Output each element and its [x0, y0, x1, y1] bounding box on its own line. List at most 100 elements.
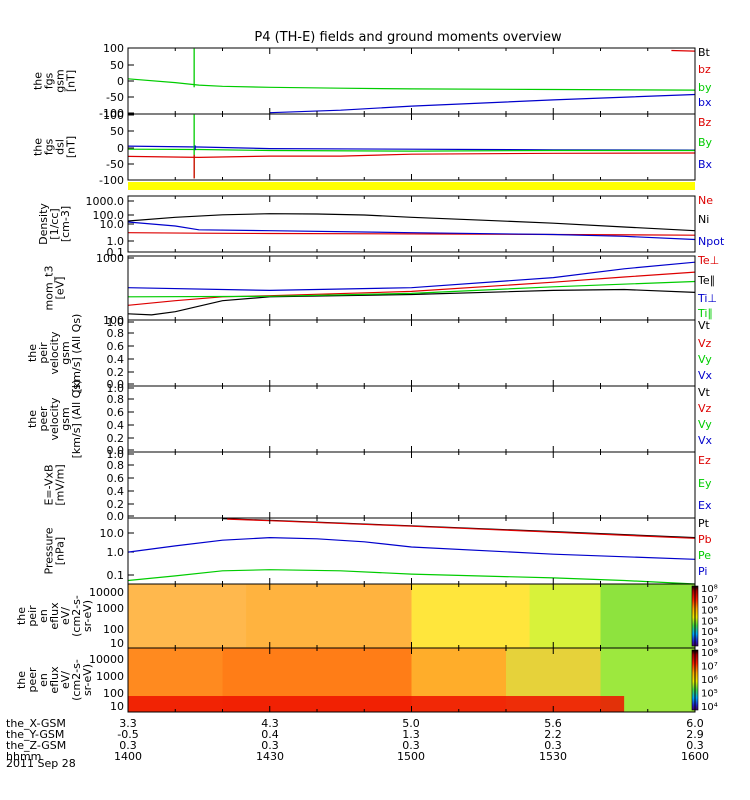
tick-label: 10000 [89, 653, 124, 666]
colorbar-label: 10⁶ [701, 606, 718, 617]
ylabel-line: eflux [48, 602, 61, 630]
series-Bx [128, 145, 695, 151]
legend-Vy: Vy [698, 418, 712, 431]
panel-4: mom_t3[eV] 1000 100 Te⊥ Te∥ Ti⊥ Ti∥ [43, 252, 720, 327]
colorbar-label: 10³ [701, 638, 718, 649]
tick-label: 0.8 [107, 459, 125, 472]
series-bx [269, 93, 695, 114]
ylabel-line: (cm2-s- [70, 595, 83, 637]
ylabel-line: [cm-3] [59, 206, 72, 242]
tick-label: 0.8 [107, 393, 125, 406]
tick-label: 10 [110, 700, 124, 713]
tick-label: 1000.0 [86, 195, 125, 208]
panel-2-ylabel: thefgsdsl[nT] [32, 136, 78, 158]
tick-label: 100 [103, 42, 124, 55]
ylabel-line: en [37, 609, 50, 623]
legend-Ne: Ne [698, 194, 713, 207]
legend-Vt: Vt [698, 386, 711, 399]
legend-Bz: Bz [698, 116, 712, 129]
panel-8: Pressure[nPa] 10.0 1.0 0.1 Pt Pb Pe Pi [43, 517, 712, 585]
tick-label: 0.6 [107, 406, 125, 419]
tick-label: 1.0 [107, 382, 125, 395]
panel-9: thepeirenefluxeV/(cm2-s-sr-eV)10000 1000 1… [15, 583, 718, 650]
panel-stack: thefgsgsm[nT]100500-50-100Btbzbybxthefgs… [15, 42, 725, 713]
panel-5: thepeirvelocitygsm[km/s] (All Qs) 1.00.80… [26, 314, 713, 393]
panel-8-plot [128, 518, 695, 584]
date-label: 2011 Sep 28 [6, 757, 76, 770]
legend-Ex: Ex [698, 499, 712, 512]
legend-Ez: Ez [698, 454, 711, 467]
colorbar-label: 10⁷ [701, 595, 718, 606]
panel-5-frame [127, 319, 696, 387]
ylabel-line: sr-eV) [81, 664, 94, 696]
ylabel-line: [nPa] [54, 537, 67, 565]
tick-label: 1.0 [107, 235, 125, 248]
ephemeris-value: 1500 [397, 750, 425, 763]
panel-7-ylabel: E=-VxB[mV/m] [43, 464, 67, 505]
legend-Vy: Vy [698, 353, 712, 366]
panel-9-ylabel: thepeirenefluxeV/(cm2-s-sr-eV) [15, 595, 94, 637]
ylabel-line: peer [37, 406, 50, 432]
ephemeris-value: 1430 [256, 750, 284, 763]
figure-title: P4 (TH-E) fields and ground moments over… [254, 30, 562, 45]
tick-label: 0.1 [107, 569, 125, 582]
tick-label: 0.2 [107, 366, 125, 379]
tick-label: 0 [117, 142, 124, 155]
ylabel-line: [1/cc] [48, 208, 61, 239]
legend-Npot: Npot [698, 235, 725, 248]
tick-label: 0.0 [107, 444, 125, 457]
tick-label: 100 [103, 687, 124, 700]
ephemeris-value: 0.3 [119, 739, 137, 752]
tick-label: 1000 [96, 252, 124, 265]
legend-By: By [698, 136, 713, 149]
tick-label: -50 [106, 91, 124, 104]
tick-label: 100.0 [93, 209, 125, 222]
panel-3-plot [128, 213, 695, 241]
panel-2-plot [128, 114, 695, 179]
panel-7: E=-VxB[mV/m] 1.00.80.60.40.20.0 Ez Ey Ex [43, 448, 712, 523]
legend-bx: bx [698, 96, 712, 109]
panel-6-ylabel: thepeervelocitygsm[km/s] (All Qs) [26, 380, 83, 459]
tick-label: 0.4 [107, 353, 125, 366]
legend-Ti⊥: Ti⊥ [697, 292, 717, 305]
ephemeris-value: 1600 [681, 750, 709, 763]
ylabel-line: velocity [48, 397, 61, 440]
legend-by: by [698, 81, 712, 94]
ephemeris-value: 5.0 [402, 717, 420, 730]
legend-Ni: Ni [698, 213, 709, 226]
tick-label: -100 [99, 174, 124, 187]
tick-label: 10000 [89, 586, 124, 599]
ylabel-line: the [32, 72, 45, 90]
ylabel-line: [eV] [54, 277, 67, 300]
ylabel-line: en [37, 673, 50, 687]
series-Npot [128, 221, 695, 241]
ephemeris-label: hhmm [6, 750, 41, 763]
panel-1-ylabel: thefgsgsm[nT] [32, 69, 78, 92]
panel-3-ylabel: Density[1/cc][cm-3] [37, 203, 72, 245]
series-Bz [128, 152, 695, 159]
ylabel-line: eV/ [59, 607, 72, 625]
ylabel-line: the [15, 607, 28, 625]
legend-Vx: Vx [698, 369, 713, 382]
ylabel-line: [km/s] (All Qs) [70, 380, 83, 459]
spectrogram-band [128, 584, 247, 648]
ylabel-line: [nT] [65, 136, 78, 158]
legend-bz: bz [698, 63, 711, 76]
ephemeris-value: 3.3 [119, 717, 137, 730]
ylabel-line: peer [26, 667, 39, 693]
colorbar-label: 10⁴ [701, 702, 718, 713]
legend-Vz: Vz [698, 337, 712, 350]
tick-label: 10 [110, 637, 124, 650]
legend-Pt: Pt [698, 517, 710, 530]
legend-Ti∥: Ti∥ [697, 307, 713, 320]
series-Te⊥ [128, 271, 695, 306]
tick-label: 0.2 [107, 432, 125, 445]
colorbar-label: 10⁸ [701, 584, 718, 595]
tick-label: 0.1 [107, 246, 125, 259]
ylabel-line: E=-VxB [43, 464, 56, 505]
ylabel-line: fgs [43, 72, 56, 89]
yellow-flag-strip [128, 182, 695, 190]
ephemeris-label: the_Y-GSM [6, 728, 64, 741]
ephemeris-value: 4.3 [261, 717, 279, 730]
